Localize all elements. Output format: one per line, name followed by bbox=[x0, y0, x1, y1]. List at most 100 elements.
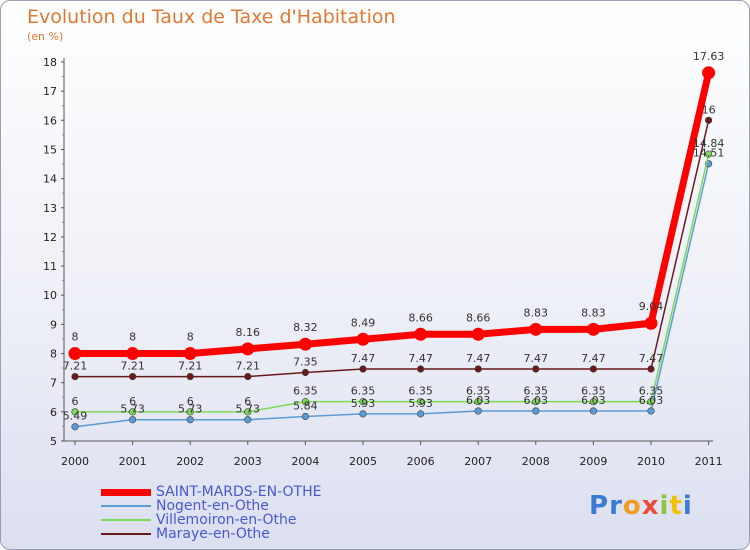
data-label: 6.35 bbox=[524, 385, 549, 398]
y-tick-label: 12 bbox=[43, 231, 57, 244]
data-label: 8.49 bbox=[351, 316, 376, 329]
data-point bbox=[244, 416, 252, 424]
x-tick-label: 2001 bbox=[119, 455, 147, 468]
data-point bbox=[71, 372, 79, 381]
x-tick-label: 2007 bbox=[464, 455, 492, 468]
data-point bbox=[414, 327, 428, 341]
series-line-2 bbox=[75, 153, 710, 413]
data-point bbox=[186, 416, 194, 424]
legend-swatch bbox=[101, 533, 151, 535]
logo-letter: i bbox=[659, 491, 670, 521]
data-label: 6.03 bbox=[524, 394, 549, 407]
data-point bbox=[417, 365, 425, 373]
legend-item: SAINT-MARDS-EN-OTHE bbox=[101, 484, 401, 500]
legend-item: Villemoiron-en-Othe bbox=[101, 512, 401, 528]
data-point bbox=[301, 398, 310, 406]
data-label: 8 bbox=[129, 331, 136, 344]
legend-swatch bbox=[101, 519, 151, 521]
data-point bbox=[644, 316, 658, 330]
x-tick-label: 2003 bbox=[234, 455, 262, 468]
y-tick-label: 15 bbox=[43, 143, 57, 156]
y-tick-label: 6 bbox=[50, 406, 57, 419]
data-point bbox=[183, 347, 197, 361]
data-label: 5.73 bbox=[236, 403, 261, 416]
y-tick-label: 18 bbox=[43, 56, 57, 69]
data-label: 7.35 bbox=[293, 355, 318, 368]
data-point bbox=[68, 347, 82, 361]
x-tick-label: 2010 bbox=[637, 455, 665, 468]
legend-item: Nogent-en-Othe bbox=[101, 498, 401, 514]
data-label: 5.73 bbox=[120, 403, 145, 416]
data-label: 6.35 bbox=[351, 385, 376, 398]
series-line-0 bbox=[75, 72, 713, 358]
data-point bbox=[532, 398, 540, 406]
data-label: 7.47 bbox=[408, 352, 433, 365]
axes: 5 6 7 8 9 10 11 12 13 14 15 16 17 18 2000 2001 2002 2003 2… bbox=[43, 56, 723, 468]
y-tick-label: 14 bbox=[43, 173, 57, 186]
data-point bbox=[129, 408, 137, 416]
y-tick-label: 10 bbox=[43, 289, 57, 302]
data-label: 7.47 bbox=[351, 352, 376, 365]
data-point bbox=[356, 332, 370, 346]
data-point bbox=[704, 116, 713, 124]
data-label: 7.47 bbox=[639, 352, 664, 365]
data-point bbox=[126, 347, 140, 361]
y-tick-label: 7 bbox=[50, 377, 57, 390]
chart-title: Evolution du Taux de Taxe d'Habitation bbox=[27, 6, 396, 28]
y-tick-label: 8 bbox=[50, 348, 57, 361]
data-point bbox=[71, 423, 79, 431]
data-point bbox=[359, 365, 367, 373]
data-point bbox=[647, 365, 655, 373]
data-label: 5.49 bbox=[63, 410, 88, 423]
data-label: 8 bbox=[187, 331, 194, 344]
data-label: 7.21 bbox=[236, 360, 261, 373]
data-label: 6.03 bbox=[639, 394, 664, 407]
data-point bbox=[359, 398, 367, 406]
data-label: 5.93 bbox=[351, 397, 376, 410]
data-point bbox=[586, 322, 600, 336]
y-tick-label: 5 bbox=[50, 435, 57, 448]
data-point bbox=[244, 372, 252, 381]
logo-letter: i bbox=[682, 491, 693, 521]
data-label: 7.47 bbox=[581, 352, 606, 365]
y-tick-label: 13 bbox=[43, 202, 57, 215]
data-point bbox=[129, 416, 137, 424]
logo-letter: P bbox=[589, 491, 610, 521]
data-point bbox=[186, 372, 194, 381]
y-tick-label: 16 bbox=[43, 114, 57, 127]
data-label: 8.83 bbox=[581, 306, 606, 319]
data-point bbox=[417, 410, 425, 418]
data-point bbox=[359, 410, 367, 418]
data-label: 6.03 bbox=[466, 394, 491, 407]
logo-letter: o bbox=[622, 491, 642, 521]
data-point bbox=[241, 342, 255, 356]
x-tick-label: 2008 bbox=[522, 455, 550, 468]
data-point bbox=[702, 66, 716, 80]
data-point bbox=[471, 327, 485, 341]
logo-letter: x bbox=[641, 491, 660, 521]
legend-item: Maraye-en-Othe bbox=[101, 526, 401, 542]
y-tick-label: 9 bbox=[50, 318, 57, 331]
data-label: 7.47 bbox=[524, 352, 549, 365]
data-label: 6.35 bbox=[408, 385, 433, 398]
x-tick-label: 2005 bbox=[349, 455, 377, 468]
data-label: 6.03 bbox=[581, 394, 606, 407]
data-point bbox=[647, 398, 655, 406]
data-label: 6 bbox=[72, 395, 79, 408]
data-label: 17.63 bbox=[693, 50, 725, 63]
data-point bbox=[529, 322, 543, 336]
legend-swatch bbox=[101, 489, 151, 496]
data-label: 6.35 bbox=[293, 385, 318, 398]
legend: SAINT-MARDS-EN-OTHE Nogent-en-Othe Villemo… bbox=[101, 484, 401, 542]
data-point bbox=[129, 372, 137, 381]
y-tick-label: 11 bbox=[43, 260, 57, 273]
data-label: 8.66 bbox=[466, 311, 491, 324]
series-line-3 bbox=[75, 120, 710, 378]
data-point bbox=[301, 412, 310, 421]
data-point bbox=[474, 365, 482, 373]
data-label: 6 bbox=[244, 395, 251, 408]
data-point bbox=[532, 407, 540, 415]
data-point bbox=[186, 408, 194, 416]
data-label: 14.84 bbox=[693, 137, 725, 150]
data-point bbox=[474, 398, 482, 406]
